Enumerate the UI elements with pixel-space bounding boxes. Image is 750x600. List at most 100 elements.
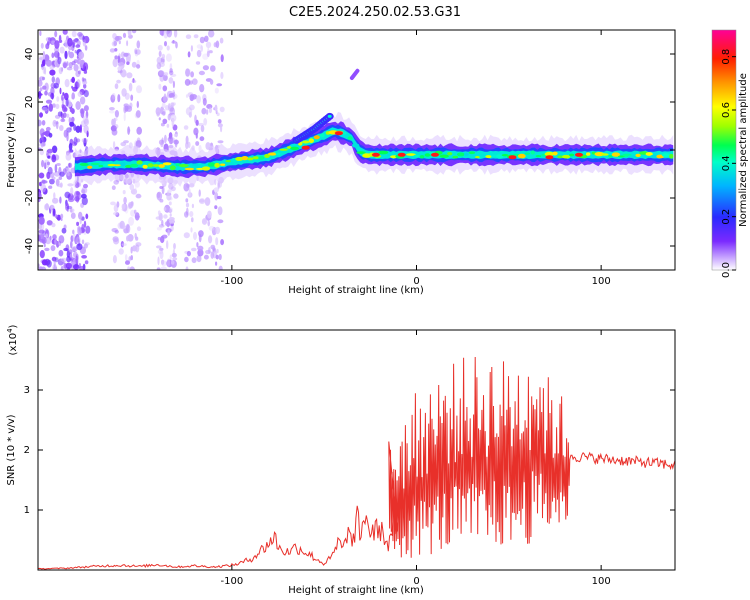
noise-speck [52,208,55,217]
noise-speck [59,125,64,131]
ridge-hotspot [79,162,89,166]
noise-speck [117,66,122,71]
ridge-hotspot [456,152,465,157]
ridge-hotspot [356,151,366,155]
noise-speck [51,145,58,154]
noise-speck [198,189,201,197]
noise-speck [157,44,163,51]
noise-speck [71,116,75,123]
noise-speck [191,203,194,209]
noise-speck [39,30,42,36]
noise-speck [123,228,129,234]
noise-speck [55,120,59,130]
noise-speck [74,81,80,90]
noise-speck [41,259,48,266]
noise-speck [73,136,78,146]
noise-speck [136,85,142,94]
ridge-hotspot [645,152,653,156]
noise-speck [156,62,162,70]
ridge-hotspot [313,135,320,140]
noise-speck [65,262,72,269]
noise-speck [132,78,135,83]
noise-speck [214,191,219,201]
ridge-peak [545,155,554,160]
ridge-hotspot [267,152,278,156]
ridge-hotspot [475,156,480,159]
noise-speck [173,30,178,38]
ridge-hotspot [544,151,555,157]
ridge-hotspot [90,162,100,166]
noise-speck [204,35,209,42]
noise-speck [184,78,191,86]
noise-speck [126,235,130,242]
noise-speck [60,118,66,123]
ridge-hotspot [158,164,165,168]
noise-speck [122,190,126,195]
noise-speck [45,126,51,132]
noise-speck [157,210,161,216]
noise-speck [158,70,165,76]
noise-speck [217,140,224,144]
noise-speck [190,45,193,52]
colorbar-tick-label: 0.0 [721,262,732,278]
noise-speck [198,230,204,238]
noise-speck [217,219,224,224]
noise-speck [81,196,88,206]
ridge-hotspot [661,153,670,158]
noise-speck [83,70,88,74]
noise-speck [130,246,133,254]
noise-speck [114,55,118,60]
noise-speck [124,92,130,100]
noise-speck [121,243,127,247]
noise-speck [75,44,81,48]
noise-speck [75,255,79,265]
noise-speck [44,162,47,170]
noise-speck [173,193,179,199]
noise-speck [57,111,63,117]
noise-speck [112,255,117,264]
ridge-hotspot [611,152,621,157]
noise-speck [61,227,67,234]
ridge-hotspot [490,155,498,157]
noise-speck [39,55,43,63]
noise-speck [50,245,56,252]
noise-speck [49,178,55,185]
noise-speck [186,207,189,216]
noise-speck [53,208,56,217]
noise-speck [159,250,164,260]
noise-speck [39,77,42,84]
ridge-peak [508,155,517,160]
noise-speck [49,69,56,76]
noise-speck [129,266,135,270]
noise-speck [186,250,191,257]
noise-speck [52,197,59,204]
noise-speck [219,106,225,113]
colorbar-tick-label: 0.6 [721,102,732,118]
noise-speck [54,214,58,218]
noise-speck [45,37,51,42]
noise-speck [116,201,120,208]
noise-speck [77,57,82,65]
noise-speck [166,30,173,38]
noise-speck [172,80,175,89]
noise-speck [46,220,53,226]
noise-speck [135,236,139,241]
noise-speck [200,125,205,133]
noise-speck [56,163,61,166]
noise-speck [83,243,88,249]
noise-speck [39,239,45,243]
noise-speck [157,256,160,266]
noise-speck [41,159,45,168]
noise-speck [64,78,70,88]
noise-speck [196,49,202,58]
noise-speck [206,50,210,58]
noise-speck [85,225,91,234]
noise-speck [190,227,193,233]
noise-speck [79,108,85,115]
noise-speck [58,235,65,244]
ridge-hotspot [627,155,638,158]
noise-speck [53,192,56,200]
noise-speck [173,243,176,250]
noise-speck [62,92,65,96]
noise-speck [201,107,207,115]
